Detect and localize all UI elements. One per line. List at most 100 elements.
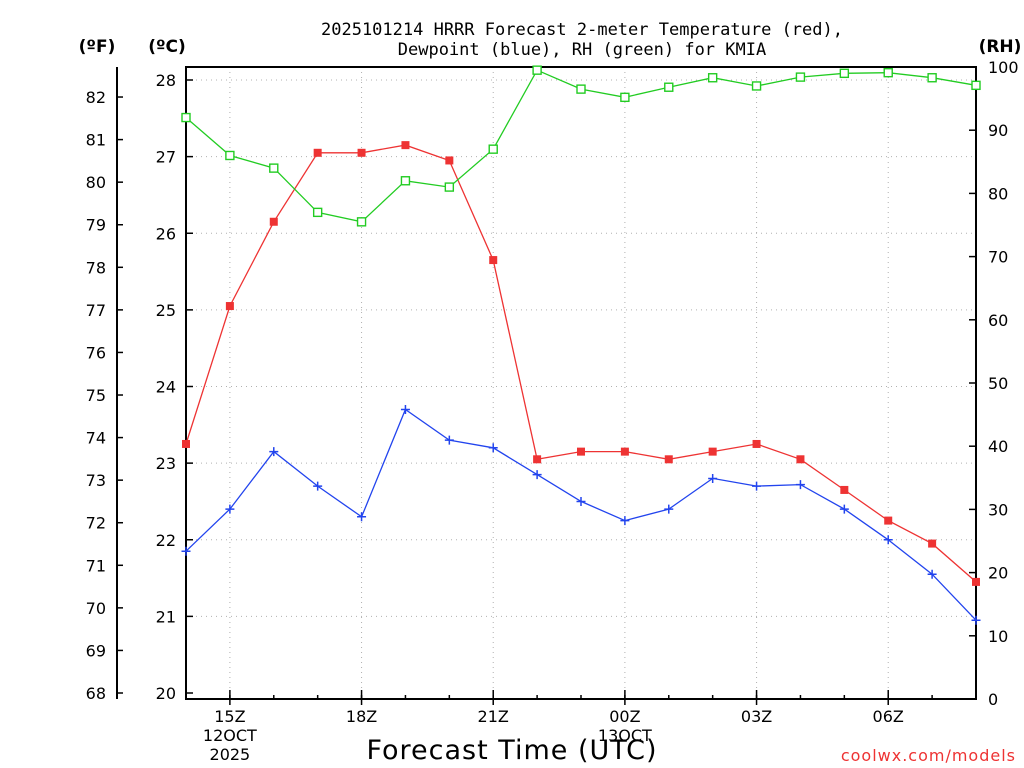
x-tick-label: 06Z xyxy=(873,707,904,726)
x-tick-label: 15Z xyxy=(214,707,245,726)
dewpoint-point xyxy=(620,516,630,526)
temperature-point xyxy=(928,539,937,548)
x-axis-title: Forecast Time (UTC) xyxy=(366,735,657,766)
temperature-line xyxy=(185,144,977,583)
x-tick-label: 18Z xyxy=(346,707,377,726)
chart-title-line-1: 2025101214 HRRR Forecast 2-meter Tempera… xyxy=(321,20,843,40)
celsius-tick-label: 24 xyxy=(156,378,176,397)
celsius-tick-label: 20 xyxy=(156,684,176,703)
dewpoint-point xyxy=(444,435,454,445)
fahrenheit-tick-label: 71 xyxy=(86,556,106,575)
temperature-point xyxy=(664,455,673,464)
fahrenheit-tick-label: 78 xyxy=(86,258,106,277)
temperature-point xyxy=(533,455,542,464)
rh-unit-label: (RH) xyxy=(979,37,1022,57)
dewpoint-point xyxy=(488,443,498,453)
rh-point xyxy=(444,182,455,192)
dewpoint-point xyxy=(883,535,893,545)
celsius-tick-label: 21 xyxy=(156,607,176,626)
rh-point xyxy=(269,163,279,173)
rh-point xyxy=(839,68,850,79)
dewpoint-point xyxy=(313,481,323,491)
dewpoint-point xyxy=(927,569,937,579)
x-tick-label: 21Z xyxy=(478,707,509,726)
dewpoint-point xyxy=(752,481,762,491)
x-tick-date-label: 12OCT xyxy=(203,726,257,745)
dewpoint-point xyxy=(225,504,235,514)
celsius-unit-label: (ºC) xyxy=(148,37,186,57)
rh-tick-label: 60 xyxy=(988,311,1008,330)
rh-tick-label: 40 xyxy=(988,437,1008,456)
celsius-tick-label: 22 xyxy=(156,531,176,550)
rh-tick-label: 0 xyxy=(988,690,998,709)
fahrenheit-tick-label: 79 xyxy=(86,216,106,235)
fahrenheit-tick-label: 74 xyxy=(86,429,106,448)
dewpoint-point xyxy=(971,615,981,625)
temperature-point xyxy=(620,447,629,456)
watermark-text: coolwx.com/models xyxy=(841,746,1016,765)
rh-point xyxy=(971,80,981,91)
rh-tick-label: 70 xyxy=(988,248,1008,267)
x-tick-label: 03Z xyxy=(741,707,772,726)
dewpoint-point xyxy=(357,512,367,522)
fahrenheit-tick-label: 73 xyxy=(86,471,106,490)
dewpoint-point xyxy=(576,496,586,506)
dewpoint-point xyxy=(664,504,674,514)
rh-tick-label: 80 xyxy=(988,184,1008,203)
rh-point xyxy=(707,73,718,83)
fahrenheit-tick-label: 81 xyxy=(86,131,106,150)
dewpoint-point xyxy=(400,404,410,414)
temperature-point xyxy=(401,141,410,150)
dewpoint-point xyxy=(708,473,718,483)
temperature-point xyxy=(840,485,849,494)
dewpoint-point xyxy=(795,480,805,490)
data-series xyxy=(181,65,981,625)
fahrenheit-tick-label: 75 xyxy=(86,386,106,405)
rh-point xyxy=(400,176,411,186)
rh-point xyxy=(883,67,893,78)
temperature-point xyxy=(796,455,805,464)
x-tick-label: 00Z xyxy=(609,707,640,726)
temperature-point xyxy=(884,516,893,525)
rh-point xyxy=(576,84,586,94)
axes xyxy=(116,66,977,700)
temperature-point xyxy=(269,217,278,226)
celsius-tick-label: 27 xyxy=(156,148,176,167)
fahrenheit-tick-label: 69 xyxy=(86,641,106,660)
temperature-point xyxy=(972,577,980,586)
temperature-point xyxy=(489,256,498,265)
celsius-tick-label: 26 xyxy=(156,224,176,243)
fahrenheit-tick-label: 77 xyxy=(86,301,106,320)
plot-frame xyxy=(185,66,977,700)
rh-point xyxy=(795,72,806,82)
rh-tick-label: 20 xyxy=(988,564,1008,583)
rh-tick-label: 50 xyxy=(988,374,1008,393)
temperature-point xyxy=(182,439,190,448)
temperature-point xyxy=(752,439,761,448)
fahrenheit-tick-label: 70 xyxy=(86,599,106,618)
temperature-point xyxy=(225,302,234,311)
temperature-point xyxy=(445,156,454,165)
fahrenheit-tick-label: 82 xyxy=(86,88,106,107)
temperature-point xyxy=(577,447,585,456)
temperature-point xyxy=(708,447,717,456)
rh-tick-label: 100 xyxy=(988,58,1019,77)
fahrenheit-tick-label: 80 xyxy=(86,173,106,192)
dewpoint-point xyxy=(181,546,191,556)
fahrenheit-tick-label: 68 xyxy=(86,684,106,703)
dewpoint-point xyxy=(532,470,542,480)
rh-point xyxy=(225,150,235,161)
dewpoint-point xyxy=(269,447,279,457)
rh-point xyxy=(356,217,367,227)
fahrenheit-tick-label: 72 xyxy=(86,514,106,533)
temperature-point xyxy=(313,148,322,157)
celsius-tick-label: 23 xyxy=(156,454,176,473)
fahrenheit-tick-label: 76 xyxy=(86,343,106,362)
grid-lines xyxy=(186,67,976,699)
rh-point xyxy=(532,65,542,75)
rh-point xyxy=(620,92,630,103)
rh-point xyxy=(664,82,674,92)
dewpoint-point xyxy=(839,504,849,514)
celsius-tick-label: 25 xyxy=(156,301,176,320)
